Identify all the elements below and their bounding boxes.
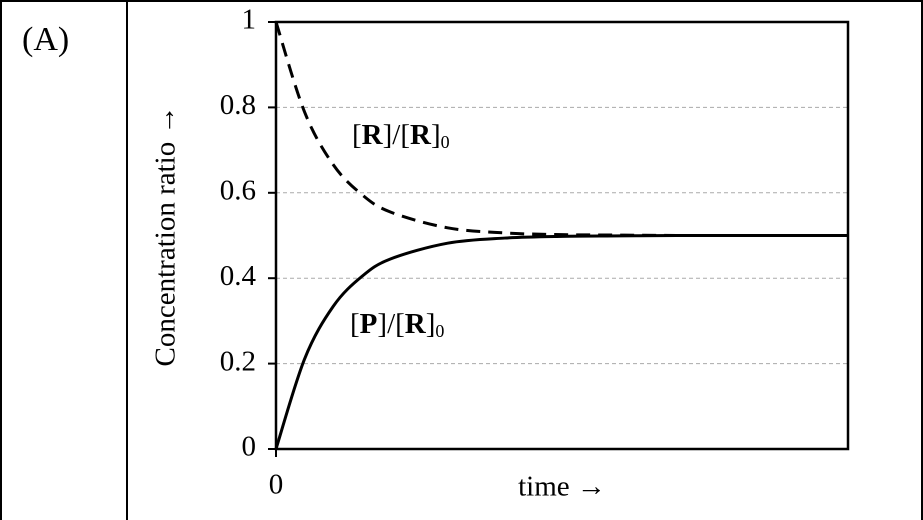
y-tick-label: 1	[242, 4, 257, 36]
series-line	[274, 233, 848, 450]
x-axis-label: time →	[518, 471, 606, 503]
y-tick-label: 0.6	[220, 174, 256, 206]
y-tick-label: 0.4	[220, 260, 257, 292]
y-axis-label: Concentration ratio →	[150, 106, 182, 367]
y-tick-label: 0	[242, 431, 257, 463]
series-label: [R]/[R]0	[352, 119, 450, 152]
series-label: [P]/[R]0	[350, 308, 444, 341]
y-tick-label: 0.2	[220, 345, 256, 377]
y-tick-label: 0.8	[220, 89, 256, 121]
panel-label: (A)	[22, 21, 69, 58]
x-tick-label: 0	[269, 469, 284, 501]
